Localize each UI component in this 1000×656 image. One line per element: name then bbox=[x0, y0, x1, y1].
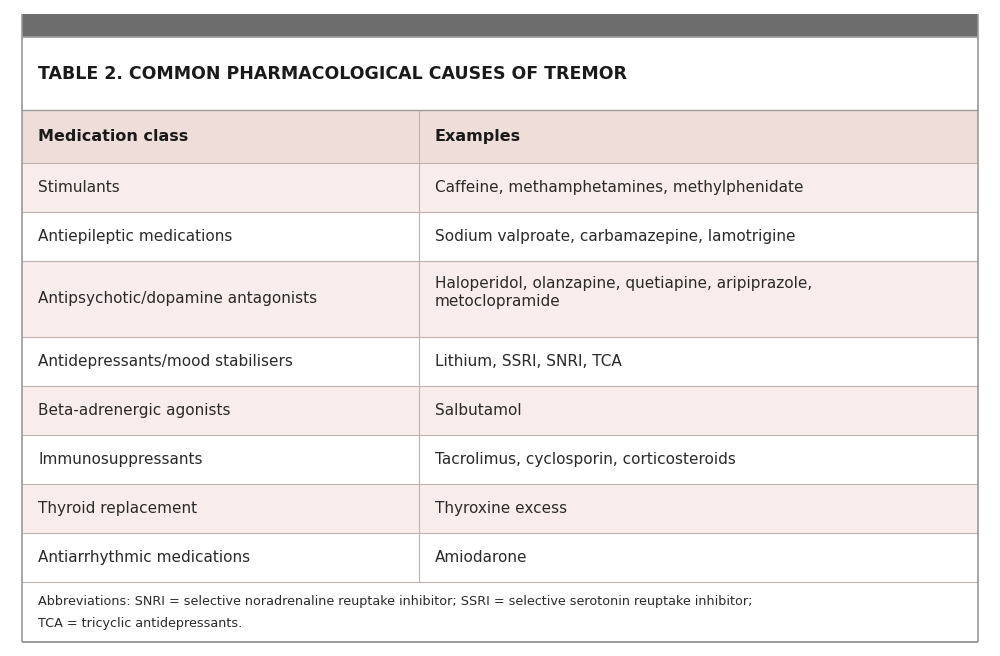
Bar bbox=[22, 337, 419, 386]
Bar bbox=[22, 533, 419, 582]
Bar bbox=[22, 37, 978, 110]
Bar bbox=[419, 337, 978, 386]
Bar bbox=[22, 386, 419, 435]
Bar bbox=[22, 435, 419, 484]
Bar bbox=[22, 110, 419, 163]
Bar bbox=[22, 484, 419, 533]
Bar bbox=[22, 261, 419, 337]
Text: Antidepressants/mood stabilisers: Antidepressants/mood stabilisers bbox=[38, 354, 293, 369]
Text: Antipsychotic/dopamine antagonists: Antipsychotic/dopamine antagonists bbox=[38, 291, 317, 306]
Text: Antiepileptic medications: Antiepileptic medications bbox=[38, 229, 232, 244]
Text: Antiarrhythmic medications: Antiarrhythmic medications bbox=[38, 550, 250, 565]
Text: Amiodarone: Amiodarone bbox=[435, 550, 527, 565]
Text: Caffeine, methamphetamines, methylphenidate: Caffeine, methamphetamines, methylphenid… bbox=[435, 180, 803, 195]
Text: Medication class: Medication class bbox=[38, 129, 188, 144]
Text: Thyroxine excess: Thyroxine excess bbox=[435, 501, 567, 516]
Text: Tacrolimus, cyclosporin, corticosteroids: Tacrolimus, cyclosporin, corticosteroids bbox=[435, 452, 736, 467]
Bar bbox=[419, 163, 978, 212]
Bar bbox=[22, 14, 978, 37]
Text: Salbutamol: Salbutamol bbox=[435, 403, 521, 418]
Bar bbox=[419, 386, 978, 435]
Text: Examples: Examples bbox=[435, 129, 521, 144]
Bar bbox=[22, 163, 419, 212]
Text: Thyroid replacement: Thyroid replacement bbox=[38, 501, 197, 516]
Bar bbox=[419, 261, 978, 337]
Bar bbox=[419, 435, 978, 484]
Bar bbox=[419, 110, 978, 163]
Text: Abbreviations: SNRI = selective noradrenaline reuptake inhibitor; SSRI = selecti: Abbreviations: SNRI = selective noradren… bbox=[38, 595, 753, 608]
Text: Immunosuppressants: Immunosuppressants bbox=[38, 452, 202, 467]
Bar bbox=[419, 212, 978, 261]
Text: Lithium, SSRI, SNRI, TCA: Lithium, SSRI, SNRI, TCA bbox=[435, 354, 621, 369]
Bar bbox=[22, 582, 978, 642]
Text: Sodium valproate, carbamazepine, lamotrigine: Sodium valproate, carbamazepine, lamotri… bbox=[435, 229, 795, 244]
Bar bbox=[419, 533, 978, 582]
Text: Stimulants: Stimulants bbox=[38, 180, 120, 195]
Text: TCA = tricyclic antidepressants.: TCA = tricyclic antidepressants. bbox=[38, 617, 242, 630]
Bar bbox=[22, 212, 419, 261]
Bar bbox=[419, 484, 978, 533]
Text: TABLE 2. COMMON PHARMACOLOGICAL CAUSES OF TREMOR: TABLE 2. COMMON PHARMACOLOGICAL CAUSES O… bbox=[38, 65, 627, 83]
Text: Beta-adrenergic agonists: Beta-adrenergic agonists bbox=[38, 403, 230, 418]
Text: Haloperidol, olanzapine, quetiapine, aripiprazole,
metoclopramide: Haloperidol, olanzapine, quetiapine, ari… bbox=[435, 276, 812, 308]
